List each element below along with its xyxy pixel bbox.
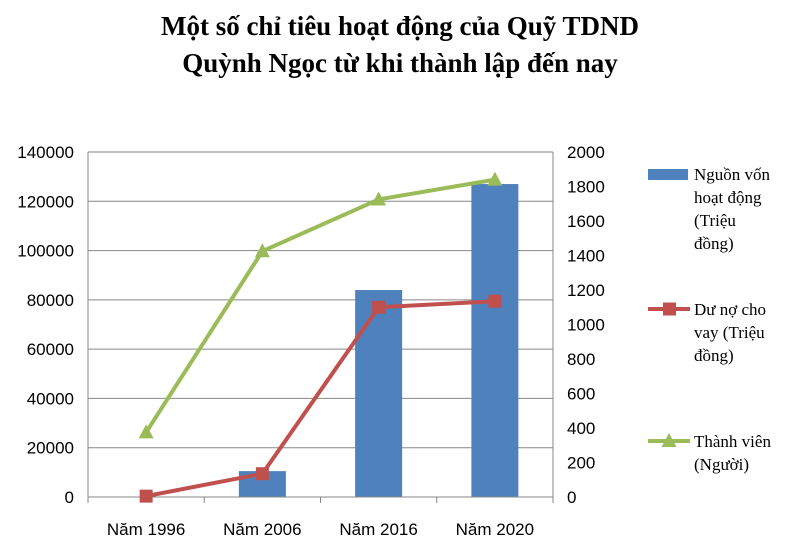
y-right-tick-label: 1800 (567, 178, 605, 197)
legend-marker (661, 433, 677, 447)
legend-label: (Triệu (694, 211, 736, 230)
y-right-tick-label: 600 (567, 385, 595, 404)
y-left-tick-label: 0 (65, 488, 74, 507)
y-right-tick-label: 2000 (567, 143, 605, 162)
x-tick-label: Năm 1996 (107, 520, 185, 539)
y-right-tick-label: 0 (567, 488, 576, 507)
y-left-tick-label: 120000 (17, 192, 74, 211)
legend-label: đồng) (694, 346, 734, 365)
data-point (255, 467, 269, 481)
x-tick-label: Năm 2020 (456, 520, 534, 539)
y-left-tick-label: 140000 (17, 143, 74, 162)
legend-label: Thành viên (694, 432, 771, 451)
y-left-tick-label: 20000 (27, 439, 74, 458)
bar-series (238, 184, 519, 498)
y-right-tick-label: 1000 (567, 316, 605, 335)
y-left-tick-label: 100000 (17, 242, 74, 261)
y-left-tick-label: 80000 (27, 291, 74, 310)
legend-label: Nguồn vốn (694, 165, 771, 184)
data-point (488, 294, 502, 308)
legend-marker (663, 302, 676, 316)
y-right-tick-label: 1400 (567, 247, 605, 266)
legend-label: hoạt động (694, 188, 762, 207)
legend-label: vay (Triệu (694, 323, 765, 342)
line-series (138, 171, 503, 503)
x-tick-label: Năm 2006 (223, 520, 301, 539)
y-right-tick-label: 200 (567, 454, 595, 473)
data-point (371, 191, 387, 206)
y-left-tick-label: 60000 (27, 340, 74, 359)
bar (355, 290, 403, 497)
chart-title-line-2: Quỳnh Ngọc từ khi thành lập đến nay (182, 48, 618, 78)
legend-label: (Người) (694, 455, 749, 474)
chart-title-line-1: Một số chỉ tiêu hoạt động của Quỹ TDND (160, 11, 640, 41)
data-point (138, 424, 154, 439)
x-tick-label: Năm 2016 (339, 520, 417, 539)
legend: Nguồn vốn hoạt động (Triệu đồng) Dư nợ cho va… (648, 165, 771, 474)
series-line (144, 177, 496, 434)
data-point (254, 243, 270, 258)
y-right-tick-label: 1200 (567, 281, 605, 300)
data-point (487, 171, 503, 186)
tick-labels: 0 20000 40000 60000 80000 100000 120000 140000 0… (17, 143, 605, 539)
y-right-tick-label: 1600 (567, 212, 605, 231)
y-right-tick-label: 400 (567, 419, 595, 438)
axes (87, 152, 554, 503)
data-point (139, 489, 153, 503)
data-point (372, 300, 386, 314)
series-line (145, 299, 495, 499)
legend-label: Dư nợ cho (694, 300, 766, 319)
legend-swatch (648, 169, 688, 180)
legend-label: đồng) (694, 234, 734, 253)
bar (471, 184, 519, 498)
y-right-tick-label: 800 (567, 350, 595, 369)
y-left-tick-label: 40000 (27, 389, 74, 408)
chart-title: Một số chỉ tiêu hoạt động của Quỹ TDND Q… (0, 8, 800, 82)
